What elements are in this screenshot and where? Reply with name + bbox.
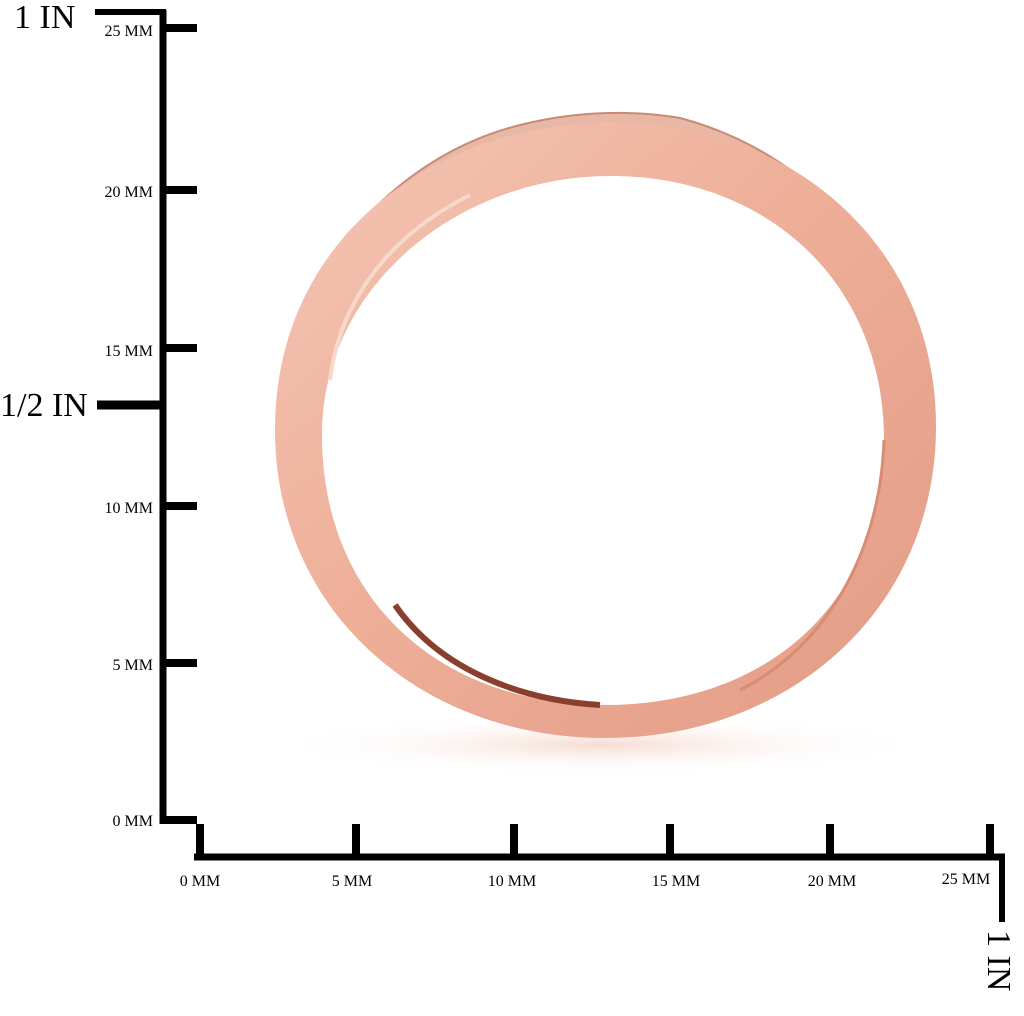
- y-label: 20 MM: [105, 184, 153, 201]
- y-label: 25 MM: [105, 23, 153, 40]
- x-label: 5 MM: [332, 873, 372, 890]
- y-label: 0 MM: [113, 813, 153, 830]
- inch-label: 1 IN: [14, 0, 75, 36]
- ring: [270, 111, 937, 775]
- y-label: 10 MM: [105, 500, 153, 517]
- x-label: 20 MM: [808, 873, 856, 890]
- inch-label: 1/2 IN: [0, 387, 88, 424]
- x-label: 25 MM: [942, 871, 990, 888]
- x-label: 15 MM: [652, 873, 700, 890]
- horizontal-ruler: [194, 824, 1005, 922]
- x-label: 0 MM: [180, 873, 220, 890]
- y-label: 5 MM: [113, 657, 153, 674]
- inch-label: 1 IN: [980, 930, 1017, 991]
- x-label: 10 MM: [488, 873, 536, 890]
- vertical-ruler: [95, 9, 197, 824]
- y-label: 15 MM: [105, 343, 153, 360]
